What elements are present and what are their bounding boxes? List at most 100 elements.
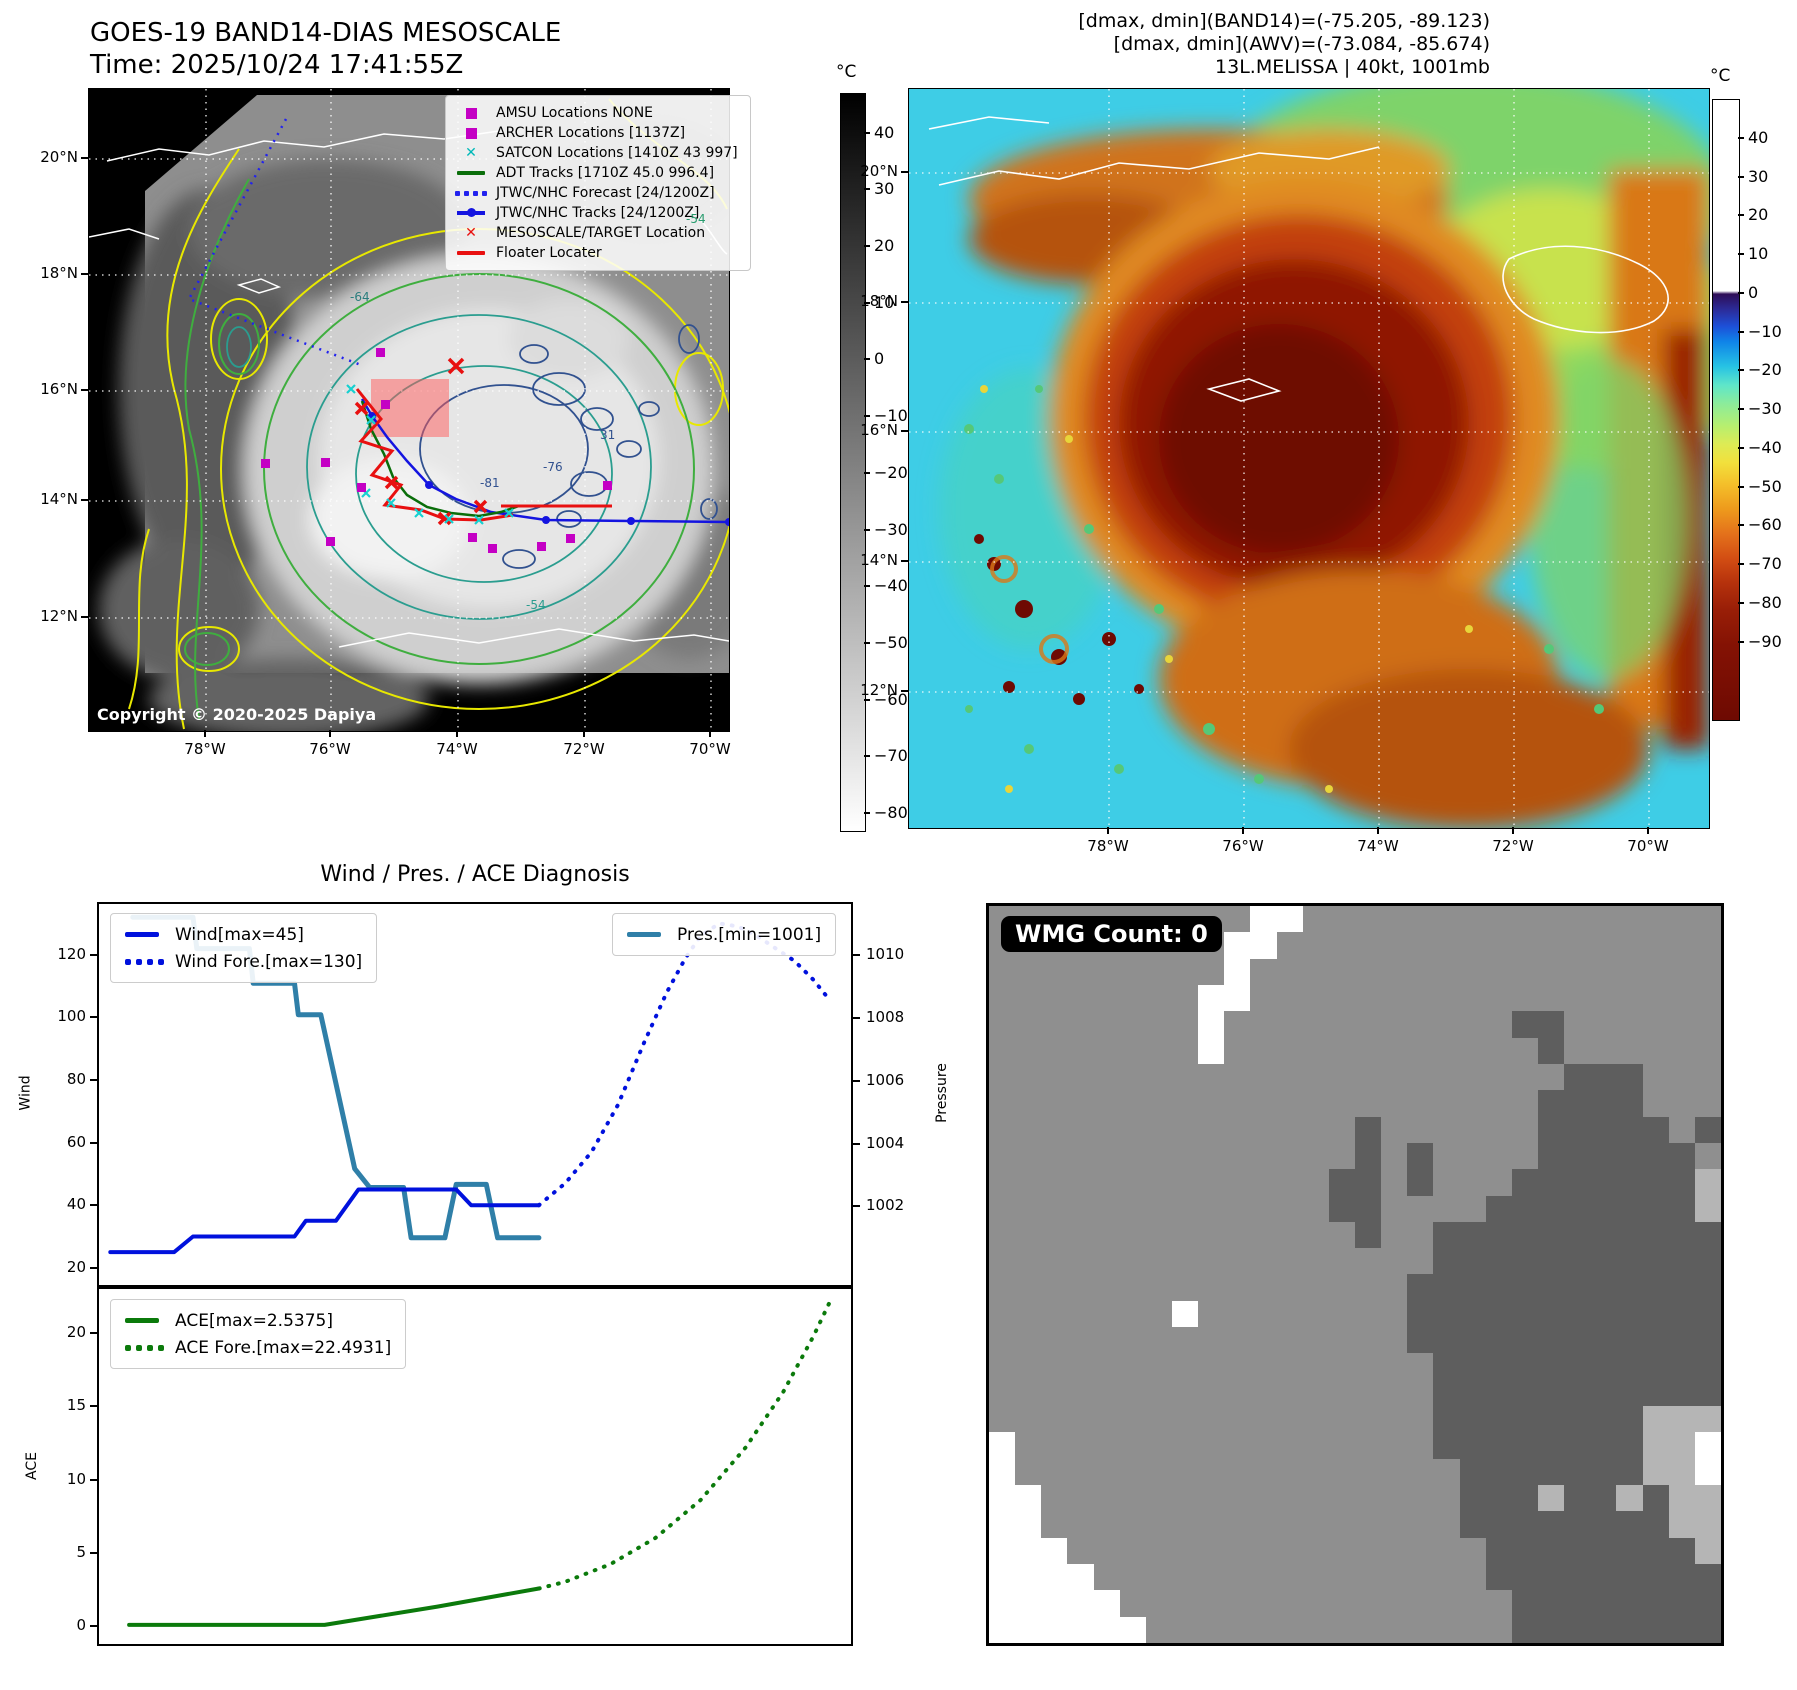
- wmg-cell: [1433, 1564, 1460, 1591]
- wmg-cell: [1015, 1432, 1042, 1459]
- wmg-cell: [1250, 1116, 1277, 1143]
- wmg-cell: [1328, 1616, 1355, 1643]
- wmg-cell: [1276, 1116, 1303, 1143]
- wmg-cell: [1302, 1116, 1329, 1143]
- wmg-cell: [1250, 1221, 1277, 1249]
- ir-color-map[interactable]: [908, 88, 1710, 829]
- wmg-cell: [1171, 1300, 1199, 1328]
- map-legend-item: JTWC/NHC Tracks [24/1200Z]: [454, 203, 740, 223]
- wmg-cell: [1590, 1063, 1617, 1091]
- wmg-cell: [1119, 1590, 1146, 1617]
- wmg-cell: [1224, 1011, 1251, 1038]
- wmg-cell: [1041, 1142, 1068, 1170]
- wmg-cell: [1616, 1511, 1643, 1538]
- wmg-cell: [1041, 1116, 1068, 1143]
- wmg-cell: [1668, 906, 1695, 933]
- wmg-cell: [1642, 1169, 1669, 1196]
- wmg-cell: [1224, 1511, 1251, 1538]
- solid-line-icon: [627, 932, 667, 937]
- wmg-cell: [1171, 1274, 1199, 1301]
- wmg-cell: [1485, 1221, 1512, 1249]
- lat-tick-label: 20°N: [860, 162, 898, 180]
- wmg-cell: [1407, 1063, 1434, 1091]
- wmg-cell: [1328, 1195, 1355, 1222]
- wmg-cell: [1302, 1011, 1329, 1038]
- wmg-cell: [1250, 1511, 1277, 1538]
- wmg-cell: [1381, 1142, 1408, 1170]
- wmg-cell: [1511, 1353, 1538, 1380]
- wmg-cell: [1067, 1379, 1094, 1407]
- wmg-cell: [1276, 1537, 1303, 1565]
- wmg-cell: [1145, 1458, 1172, 1486]
- pressure-tick-label: 1006: [866, 1070, 905, 1089]
- wmg-cell: [1145, 1485, 1172, 1512]
- wmg-cell: [1015, 1195, 1042, 1222]
- wmg-cell: [1694, 1274, 1721, 1301]
- wmg-cell: [1511, 1564, 1538, 1591]
- wmg-cell: [1616, 1537, 1643, 1565]
- colorbar-tick-mark: [1738, 175, 1744, 178]
- wmg-cell: [1616, 1248, 1643, 1275]
- wmg-cell: [1433, 1300, 1460, 1328]
- wmg-cell: [1381, 1300, 1408, 1328]
- wmg-cell: [1224, 1564, 1251, 1591]
- ir-satellite-art: [909, 89, 1709, 828]
- map-legend-item: ARCHER Locations [1137Z]: [454, 123, 740, 143]
- wmg-cell: [1250, 958, 1277, 985]
- wmg-cell: [1328, 1063, 1355, 1091]
- wmg-cell: [1119, 958, 1146, 985]
- wmg-panel[interactable]: WMG Count: 0: [986, 903, 1724, 1646]
- wmg-cell: [1407, 984, 1434, 1012]
- wmg-cell: [1145, 1406, 1172, 1433]
- wmg-cell: [1407, 1537, 1434, 1565]
- wmg-cell: [1302, 1432, 1329, 1459]
- wmg-cell: [1041, 1300, 1068, 1328]
- wind-tick-mark: [90, 1204, 97, 1207]
- colorbar-tick-label: 20: [874, 236, 895, 256]
- wmg-cell: [1093, 1142, 1120, 1170]
- wmg-cell: [1590, 1090, 1617, 1117]
- wmg-cell: [1694, 906, 1721, 933]
- goes-colorbar-unit: °C: [836, 62, 857, 82]
- wmg-cell: [1668, 1458, 1695, 1486]
- wmg-cell: [1250, 1616, 1277, 1643]
- wind-tick-mark: [90, 953, 97, 956]
- wmg-cell: [1459, 1248, 1486, 1275]
- wmg-cell: [1459, 1379, 1486, 1407]
- wmg-cell: [1328, 906, 1355, 933]
- wmg-cell: [1276, 1011, 1303, 1038]
- lon-tick-label: 74°W: [436, 740, 478, 758]
- wmg-cell: [1093, 1590, 1120, 1617]
- wmg-cell: [1171, 1063, 1199, 1091]
- wmg-cell: [1407, 932, 1434, 959]
- wmg-cell: [1145, 1327, 1172, 1354]
- wmg-cell: [1407, 1116, 1434, 1143]
- wind-tick-mark: [90, 1016, 97, 1019]
- wmg-cell: [1250, 1274, 1277, 1301]
- wmg-cell: [1041, 1485, 1068, 1512]
- wmg-cell: [1198, 1327, 1225, 1354]
- wmg-cell: [1015, 1564, 1042, 1591]
- wmg-cell: [1616, 1116, 1643, 1143]
- wmg-cell: [1224, 1195, 1251, 1222]
- wmg-cell: [1694, 1537, 1721, 1565]
- wmg-cell: [1407, 1195, 1434, 1222]
- goes-band14-map[interactable]: AMSU Locations NONE ARCHER Locations [113…: [88, 88, 751, 732]
- wmg-cell: [1459, 1011, 1486, 1038]
- colorbar-tick-mark: [864, 641, 870, 644]
- wmg-cell: [1067, 1116, 1094, 1143]
- wmg-cell: [1198, 1300, 1225, 1328]
- wmg-cell: [1276, 1458, 1303, 1486]
- wmg-cell: [1145, 1063, 1172, 1091]
- lon-tick-label: 78°W: [184, 740, 226, 758]
- wmg-cell: [1093, 1616, 1120, 1643]
- wmg-cell: [1668, 1432, 1695, 1459]
- wmg-cell: [989, 1142, 1016, 1170]
- wmg-cell: [1433, 1590, 1460, 1617]
- wmg-cell: [1015, 1090, 1042, 1117]
- wmg-cell: [1302, 1274, 1329, 1301]
- wmg-cell: [1381, 1169, 1408, 1196]
- wmg-cell: [1616, 1169, 1643, 1196]
- wmg-cell: [1041, 1406, 1068, 1433]
- wmg-cell: [1459, 1327, 1486, 1354]
